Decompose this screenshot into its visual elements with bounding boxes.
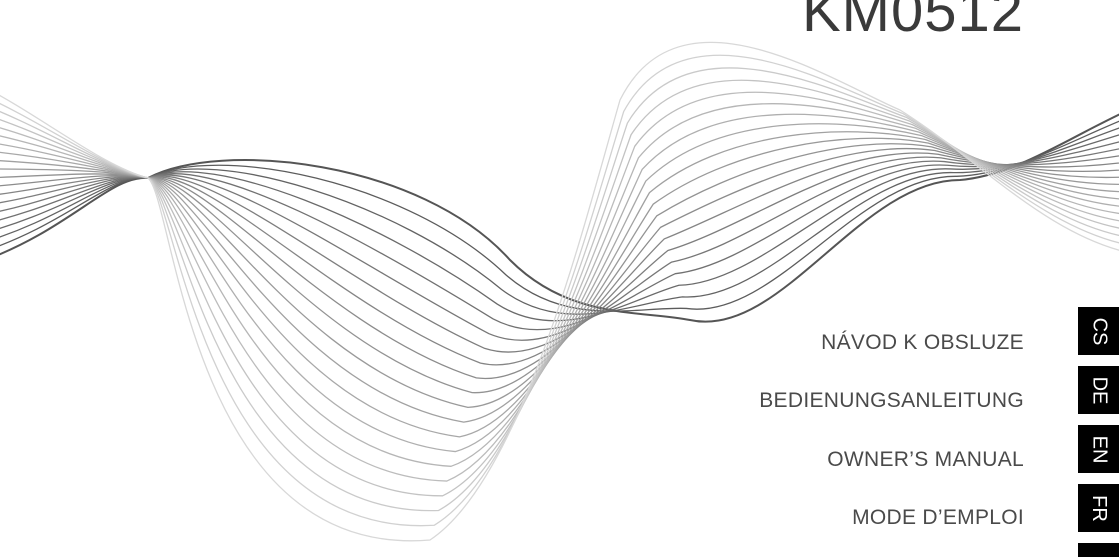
tab-cs-label: CS: [1087, 317, 1110, 345]
title-cs: NÁVOD K OBSLUZE: [821, 331, 1024, 355]
tab-next[interactable]: [1078, 543, 1119, 557]
model-number: KM0512: [802, 0, 1024, 45]
wave-line: [0, 68, 1119, 511]
title-en: OWNER’S MANUAL: [827, 448, 1024, 472]
tab-fr-label: FR: [1087, 495, 1110, 522]
tab-cs[interactable]: CS: [1078, 307, 1119, 355]
wave-line: [0, 105, 1119, 322]
tab-fr[interactable]: FR: [1078, 484, 1119, 532]
tab-en[interactable]: EN: [1078, 425, 1119, 473]
tab-de[interactable]: DE: [1078, 366, 1119, 414]
title-fr: MODE D’EMPLOI: [852, 506, 1024, 530]
tab-en-label: EN: [1087, 435, 1110, 463]
wave-line: [0, 80, 1119, 496]
wave-line: [0, 137, 1119, 330]
title-de: BEDIENUNGSANLEITUNG: [759, 389, 1024, 413]
wave-line: [0, 113, 1119, 311]
tab-de-label: DE: [1087, 376, 1110, 404]
